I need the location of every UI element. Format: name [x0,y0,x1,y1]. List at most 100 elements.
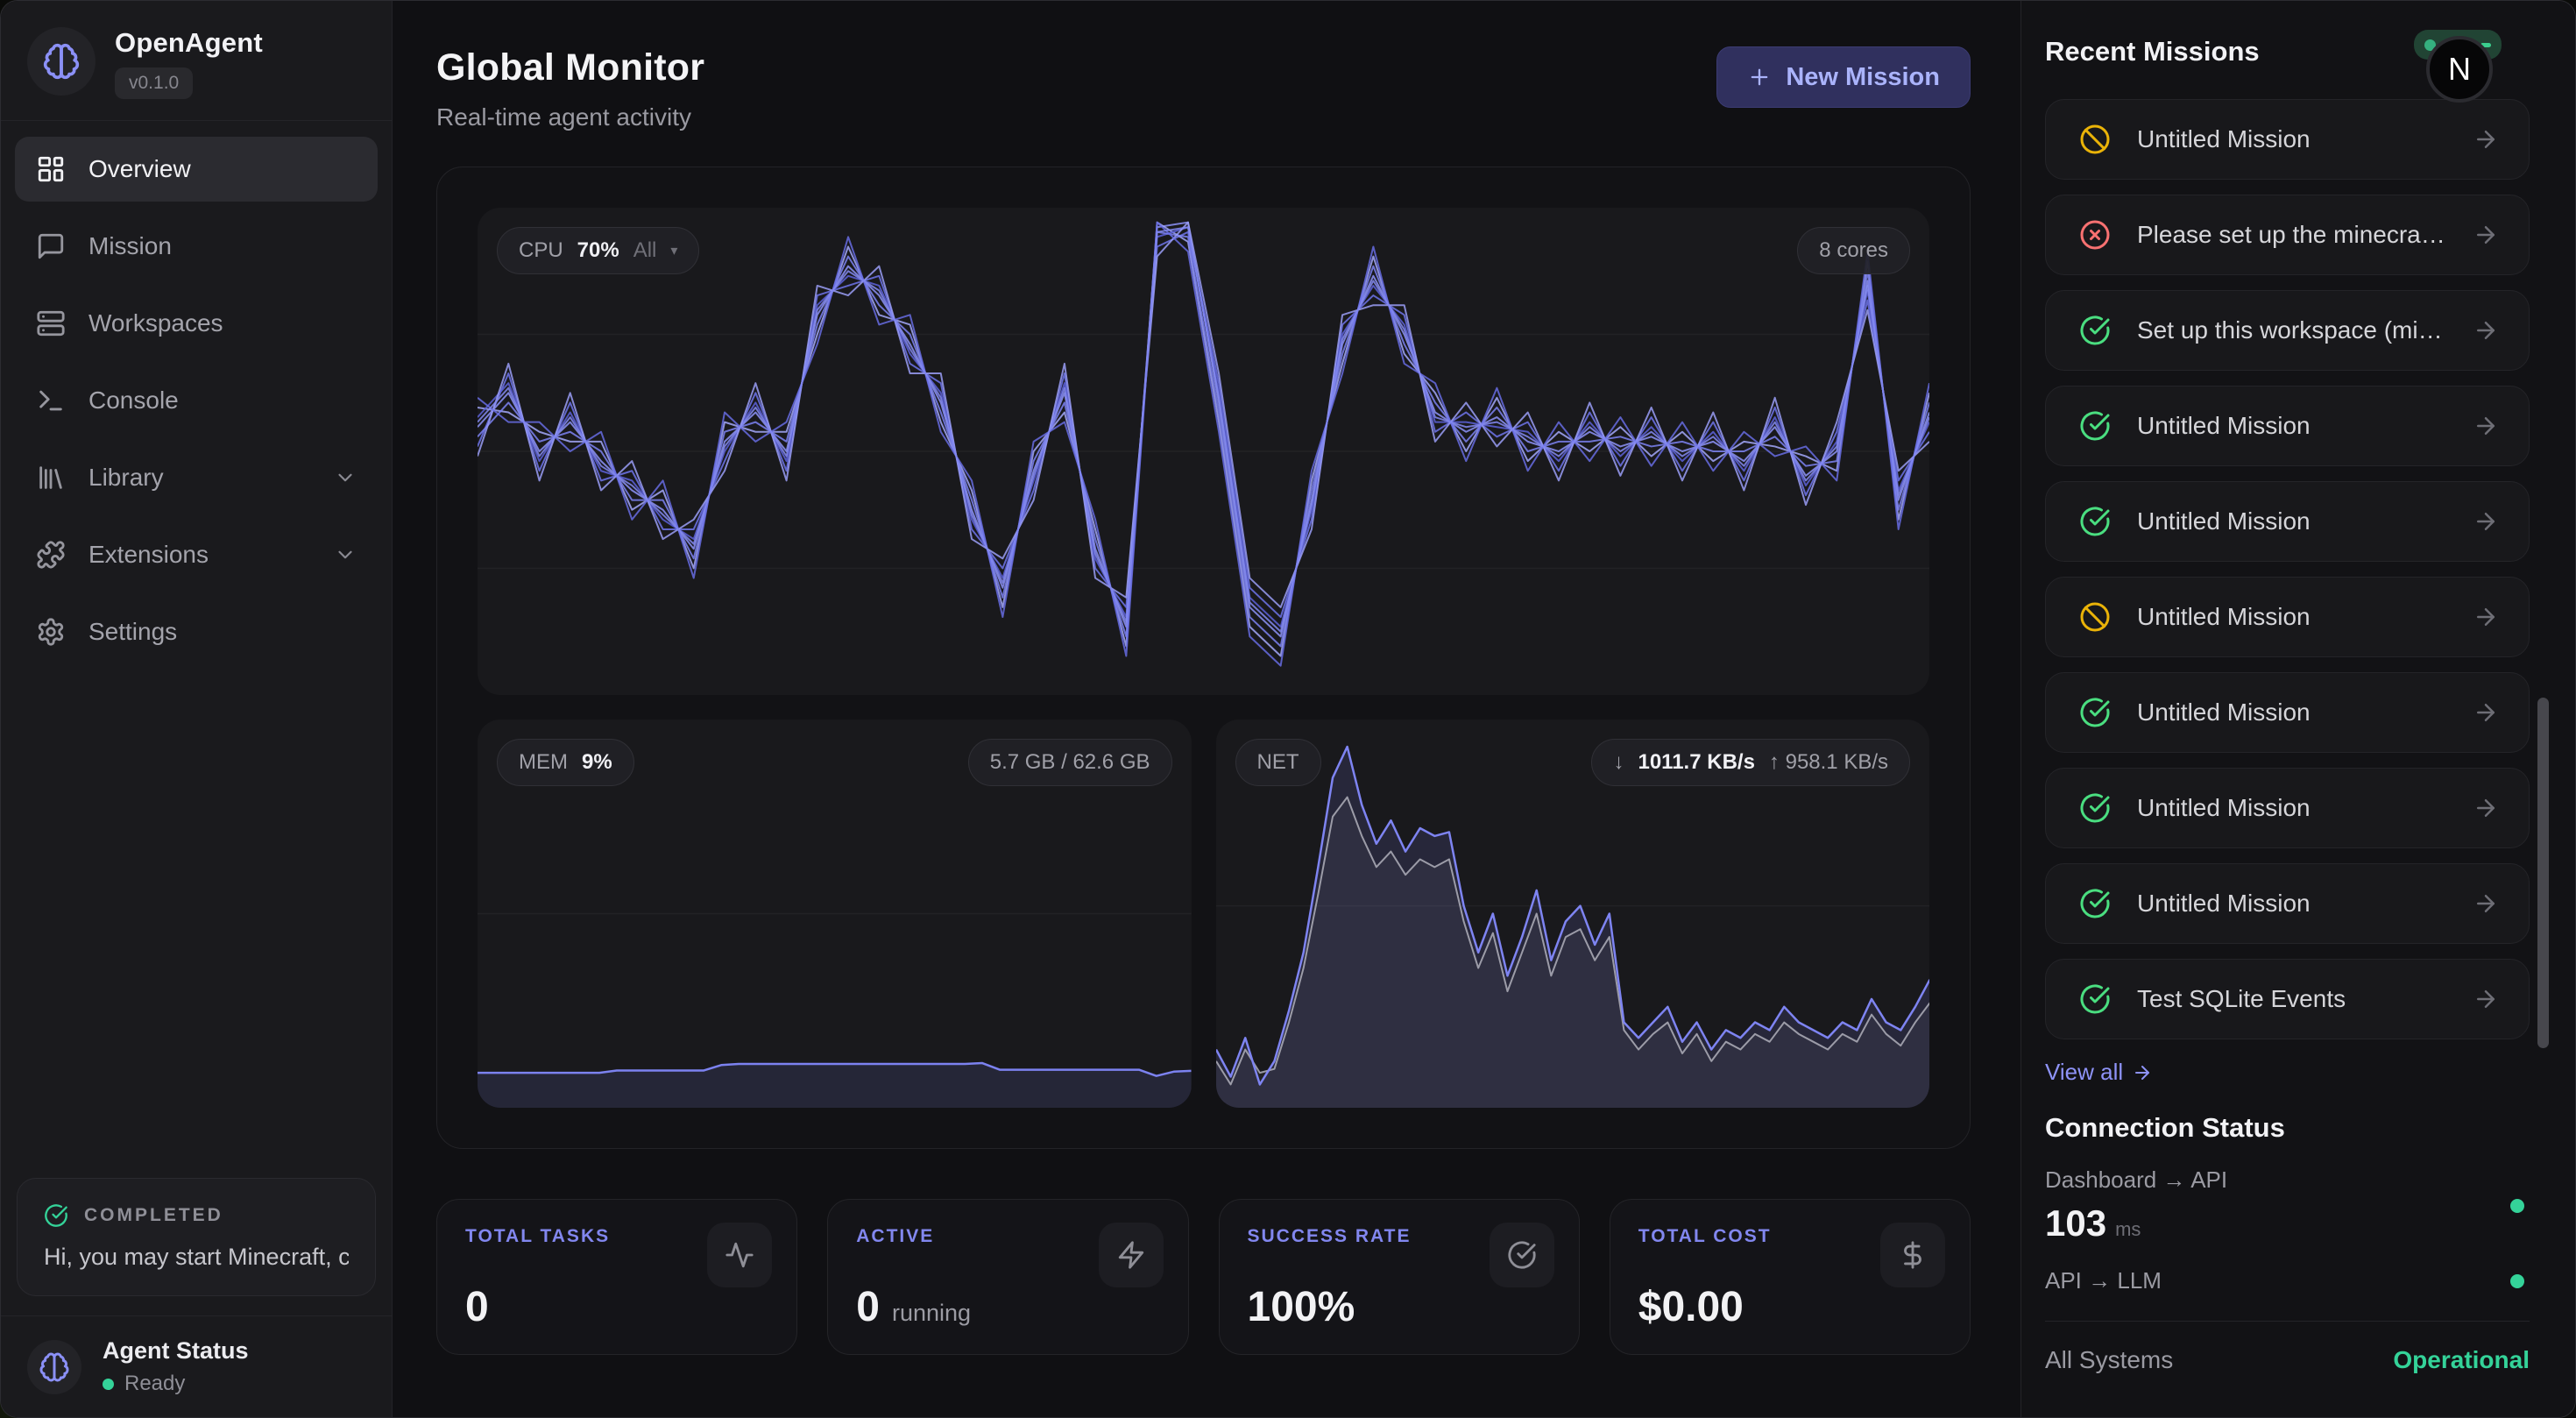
net-label: NET [1256,750,1299,774]
sidebar-item-settings[interactable]: Settings [15,599,378,664]
sidebar-item-label: Console [88,386,179,414]
openagent-logo [27,27,96,96]
arrow-right-icon [2473,508,2499,535]
user-avatar[interactable]: N [2426,36,2493,103]
sidebar-item-label: Settings [88,618,178,645]
sidebar-item-label: Extensions [88,541,209,568]
connection-row: API → LLM [2045,1267,2530,1294]
connection-status-heading: Connection Status [2045,1112,2285,1143]
arrow-down-icon: ↓ [1613,750,1624,774]
check-circle-icon [44,1203,68,1228]
version-badge: v0.1.0 [115,67,194,99]
view-all-label: View all [2045,1059,2124,1085]
arrow-right-icon [2473,795,2499,821]
mission-title: Test SQLite Events [2137,985,2346,1012]
main-header: Global Monitor Real-time agent activity … [436,46,1971,131]
sidebar-spacer [1,677,392,1178]
check-circle-icon [2079,410,2111,442]
arrow-right-icon [2473,317,2499,344]
stat-card-active: ACTIVE 0 running [827,1199,1189,1355]
net-rates-badge: ↓ 1011.7 KB/s ↑ 958.1 KB/s [1591,739,1910,786]
mission-item[interactable]: Untitled Mission [2045,386,2530,466]
arrow-right-icon [2473,986,2499,1012]
stat-value: 100% [1247,1284,1355,1330]
mission-title: Untitled Mission [2137,412,2311,439]
ban-icon [2079,601,2111,633]
stat-value: 0 [465,1284,489,1330]
mission-title: Untitled Mission [2137,890,2311,917]
sidebar-item-mission[interactable]: Mission [15,214,378,279]
library-icon [36,463,66,493]
mission-list: Untitled Mission Please set up the minec… [2045,99,2530,1039]
mission-title: Untitled Mission [2137,794,2311,821]
ready-dot [103,1378,114,1390]
mission-item[interactable]: Untitled Mission [2045,577,2530,657]
mission-item[interactable]: Test SQLite Events [2045,959,2530,1039]
notification-message: Hi, you may start Minecraft, c [44,1244,349,1270]
stat-label: TOTAL TASKS [465,1226,611,1246]
notification-card[interactable]: COMPLETED Hi, you may start Minecraft, c [17,1178,376,1296]
brain-icon [42,42,81,81]
view-all-link[interactable]: View all [2045,1059,2530,1086]
net-badge: NET [1235,739,1321,786]
cpu-value: 70% [577,238,619,262]
mission-item[interactable]: Untitled Mission [2045,768,2530,848]
brain-icon [39,1351,70,1383]
check-circle-icon [2079,506,2111,537]
puzzle-icon [36,540,66,570]
sidebar-nav: Overview Mission Workspaces Console Libr… [1,121,392,677]
cpu-cores-badge: 8 cores [1797,227,1910,274]
latency-value: 103 [2045,1202,2107,1244]
cpu-chart-panel: CPU 70% All ▾ 8 cores [478,208,1929,695]
x-circle-icon [2079,219,2111,251]
mission-item[interactable]: Untitled Mission [2045,672,2530,753]
cpu-scope: All [633,238,657,262]
sidebar-item-library[interactable]: Library [15,445,378,510]
right-panel-header: Recent Missions N [2045,24,2530,103]
check-circle-icon [2079,315,2111,346]
check-circle-icon [2079,792,2111,824]
mission-item[interactable]: Untitled Mission [2045,863,2530,944]
connection-route: API → LLM [2045,1267,2162,1294]
net-chart [1215,720,1929,1108]
ban-icon [2079,124,2111,155]
arrow-right-icon [2473,890,2499,917]
sidebar-item-label: Overview [88,155,191,182]
check-circle-icon [2079,888,2111,919]
new-mission-button[interactable]: New Mission [1716,46,1971,108]
message-icon [36,231,66,261]
scrollbar-thumb[interactable] [2537,698,2549,1048]
mission-item[interactable]: Please set up the minecra… [2045,195,2530,275]
plus-icon [1747,65,1772,89]
mission-title: Please set up the minecra… [2137,221,2445,248]
cpu-cores: 8 cores [1819,238,1888,262]
stat-suffix: running [891,1300,972,1326]
stat-value: $0.00 [1638,1284,1744,1330]
connection-route: Dashboard → API [2045,1166,2228,1193]
sidebar-item-extensions[interactable]: Extensions [15,522,378,587]
mission-item[interactable]: Set up this workspace (mi… [2045,290,2530,371]
sidebar-item-console[interactable]: Console [15,368,378,433]
sidebar-item-workspaces[interactable]: Workspaces [15,291,378,356]
mission-title: Untitled Mission [2137,603,2311,630]
systems-footer: All Systems Operational [2045,1346,2530,1374]
stat-label: ACTIVE [856,1226,935,1246]
stat-card-success-rate: SUCCESS RATE 100% [1218,1199,1580,1355]
connection-row: Dashboard → API 103 ms [2045,1166,2530,1244]
arrow-right-icon [2473,222,2499,248]
operational-status: Operational [2393,1346,2530,1373]
sidebar-item-overview[interactable]: Overview [15,137,378,202]
latency-unit: ms [2115,1218,2141,1240]
mission-item[interactable]: Untitled Mission [2045,99,2530,180]
status-dot [2510,1198,2524,1213]
mem-badge: MEM 9% [497,739,634,786]
arrow-right-icon [2473,126,2499,152]
mem-chart-panel: MEM 9% 5.7 GB / 62.6 GB [478,720,1192,1108]
sidebar-item-label: Mission [88,232,172,259]
activity-icon [725,1240,754,1270]
cpu-selector-badge[interactable]: CPU 70% All ▾ [497,227,700,274]
mission-item[interactable]: Untitled Mission [2045,481,2530,562]
chevron-down-icon [334,543,357,566]
mission-title: Set up this workspace (mi… [2137,316,2443,344]
stat-card-total-cost: TOTAL COST $0.00 [1609,1199,1971,1355]
